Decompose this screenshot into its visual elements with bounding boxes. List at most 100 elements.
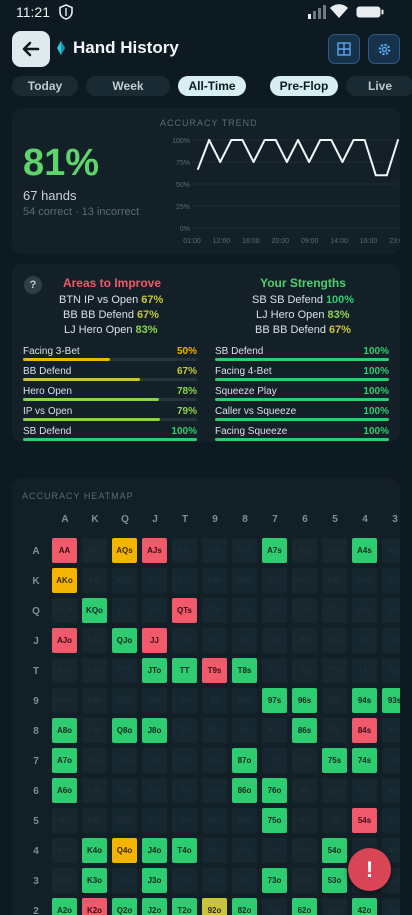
heatmap-cell[interactable]: J4s <box>352 628 377 653</box>
heatmap-cell[interactable]: AKo <box>52 568 77 593</box>
heatmap-cell[interactable]: T4s <box>352 658 377 683</box>
heatmap-cell[interactable]: 98s <box>232 688 257 713</box>
heatmap-cell[interactable]: 87o <box>232 748 257 773</box>
heatmap-cell[interactable]: A5o <box>52 808 77 833</box>
heatmap-cell[interactable]: A3s <box>382 538 400 563</box>
heatmap-cell[interactable]: 92o <box>202 898 227 915</box>
heatmap-cell[interactable]: QJs <box>142 598 167 623</box>
heatmap-cell[interactable]: 72o <box>262 898 287 915</box>
heatmap-cell[interactable]: Q2o <box>112 898 137 915</box>
tab-live[interactable]: Live <box>346 76 412 96</box>
heatmap-cell[interactable]: 55 <box>322 808 347 833</box>
heatmap-cell[interactable]: Q3s <box>382 598 400 623</box>
heatmap-cell[interactable]: T6o <box>172 778 197 803</box>
performance-bar-row[interactable]: Facing 4-Bet 100% <box>215 366 389 384</box>
heatmap-cell[interactable]: A5s <box>322 538 347 563</box>
heatmap-cell[interactable]: 76o <box>262 778 287 803</box>
heatmap-cell[interactable]: 75o <box>262 808 287 833</box>
performance-bar-row[interactable]: BB Defend 67% <box>23 366 197 384</box>
heatmap-cell[interactable]: T3o <box>172 868 197 893</box>
heatmap-cell[interactable]: 74o <box>262 838 287 863</box>
heatmap-cell[interactable]: ATs <box>172 538 197 563</box>
performance-bar-row[interactable]: IP vs Open 79% <box>23 406 197 424</box>
performance-bar-row[interactable]: Squeeze Play 100% <box>215 386 389 404</box>
heatmap-cell[interactable]: 84s <box>352 718 377 743</box>
heatmap-cell[interactable]: A2o <box>52 898 77 915</box>
heatmap-cell[interactable]: 73o <box>262 868 287 893</box>
heatmap-cell[interactable]: A7o <box>52 748 77 773</box>
heatmap-cell[interactable]: 93o <box>202 868 227 893</box>
heatmap-cell[interactable]: 54o <box>322 838 347 863</box>
heatmap-cell[interactable]: K8s <box>232 568 257 593</box>
heatmap-cell[interactable]: T6s <box>292 658 317 683</box>
heatmap-cell[interactable]: 97o <box>202 748 227 773</box>
heatmap-cell[interactable]: JTs <box>172 628 197 653</box>
heatmap-cell[interactable]: T7s <box>262 658 287 683</box>
heatmap-cell[interactable]: A8o <box>52 718 77 743</box>
heatmap-cell[interactable]: J8s <box>232 628 257 653</box>
heatmap-cell[interactable]: 62o <box>292 898 317 915</box>
heatmap-cell[interactable]: A7s <box>262 538 287 563</box>
heatmap-cell[interactable]: 83o <box>232 868 257 893</box>
grid-view-button[interactable] <box>328 34 360 64</box>
heatmap-cell[interactable]: Q7s <box>262 598 287 623</box>
heatmap-cell[interactable]: 66 <box>292 778 317 803</box>
heatmap-cell[interactable]: KK <box>82 568 107 593</box>
heatmap-cell[interactable]: T9o <box>172 688 197 713</box>
heatmap-cell[interactable]: T3s <box>382 658 400 683</box>
heatmap-cell[interactable]: 82o <box>232 898 257 915</box>
heatmap-cell[interactable]: T7o <box>172 748 197 773</box>
heatmap-cell[interactable]: 94s <box>352 688 377 713</box>
heatmap-cell[interactable]: 53s <box>382 808 400 833</box>
heatmap-cell[interactable]: 63s <box>382 778 400 803</box>
performance-bar-row[interactable]: SB Defend 100% <box>215 346 389 364</box>
heatmap-cell[interactable]: AA <box>52 538 77 563</box>
heatmap-cell[interactable]: KJo <box>82 628 107 653</box>
settings-button[interactable] <box>368 34 400 64</box>
heatmap-cell[interactable]: K7o <box>82 748 107 773</box>
heatmap-cell[interactable]: T2o <box>172 898 197 915</box>
heatmap-cell[interactable]: 93s <box>382 688 400 713</box>
heatmap-cell[interactable]: 52o <box>322 898 347 915</box>
heatmap-cell[interactable]: J9s <box>202 628 227 653</box>
heatmap-cell[interactable]: Q7o <box>112 748 137 773</box>
heatmap-cell[interactable]: T5o <box>172 808 197 833</box>
heatmap-cell[interactable]: J4o <box>142 838 167 863</box>
heatmap-cell[interactable]: J7s <box>262 628 287 653</box>
heatmap-cell[interactable]: AQo <box>52 598 77 623</box>
heatmap-cell[interactable]: Q8o <box>112 718 137 743</box>
heatmap-cell[interactable]: 64o <box>292 838 317 863</box>
heatmap-cell[interactable]: QTs <box>172 598 197 623</box>
heatmap-cell[interactable]: 86o <box>232 778 257 803</box>
heatmap-cell[interactable]: Q6o <box>112 778 137 803</box>
performance-bar-row[interactable]: Facing 3-Bet 50% <box>23 346 197 364</box>
heatmap-cell[interactable]: TT <box>172 658 197 683</box>
heatmap-cell[interactable]: T4o <box>172 838 197 863</box>
heatmap-cell[interactable]: 42o <box>352 898 377 915</box>
heatmap-cell[interactable]: 84o <box>232 838 257 863</box>
heatmap-cell[interactable]: J5s <box>322 628 347 653</box>
heatmap-cell[interactable]: Q8s <box>232 598 257 623</box>
heatmap-cell[interactable]: 95o <box>202 808 227 833</box>
heatmap-cell[interactable]: J6s <box>292 628 317 653</box>
heatmap-cell[interactable]: Q4s <box>352 598 377 623</box>
heatmap-cell[interactable]: K9s <box>202 568 227 593</box>
back-button[interactable] <box>12 31 50 67</box>
heatmap-cell[interactable]: K4s <box>352 568 377 593</box>
heatmap-cell[interactable]: 83s <box>382 718 400 743</box>
heatmap-cell[interactable]: A9s <box>202 538 227 563</box>
heatmap-cell[interactable]: 88 <box>232 718 257 743</box>
heatmap-cell[interactable]: A6s <box>292 538 317 563</box>
heatmap-cell[interactable]: KJs <box>142 568 167 593</box>
heatmap-cell[interactable]: 74s <box>352 748 377 773</box>
heatmap-cell[interactable]: T8o <box>172 718 197 743</box>
heatmap-cell[interactable]: T8s <box>232 658 257 683</box>
report-issue-button[interactable]: ! <box>348 848 391 891</box>
heatmap-cell[interactable]: 87s <box>262 718 287 743</box>
heatmap-cell[interactable]: 86s <box>292 718 317 743</box>
heatmap-cell[interactable]: AJs <box>142 538 167 563</box>
heatmap-cell[interactable]: A8s <box>232 538 257 563</box>
heatmap-cell[interactable]: T5s <box>322 658 347 683</box>
heatmap-cell[interactable]: 32o <box>382 898 400 915</box>
heatmap-cell[interactable]: 76s <box>292 748 317 773</box>
